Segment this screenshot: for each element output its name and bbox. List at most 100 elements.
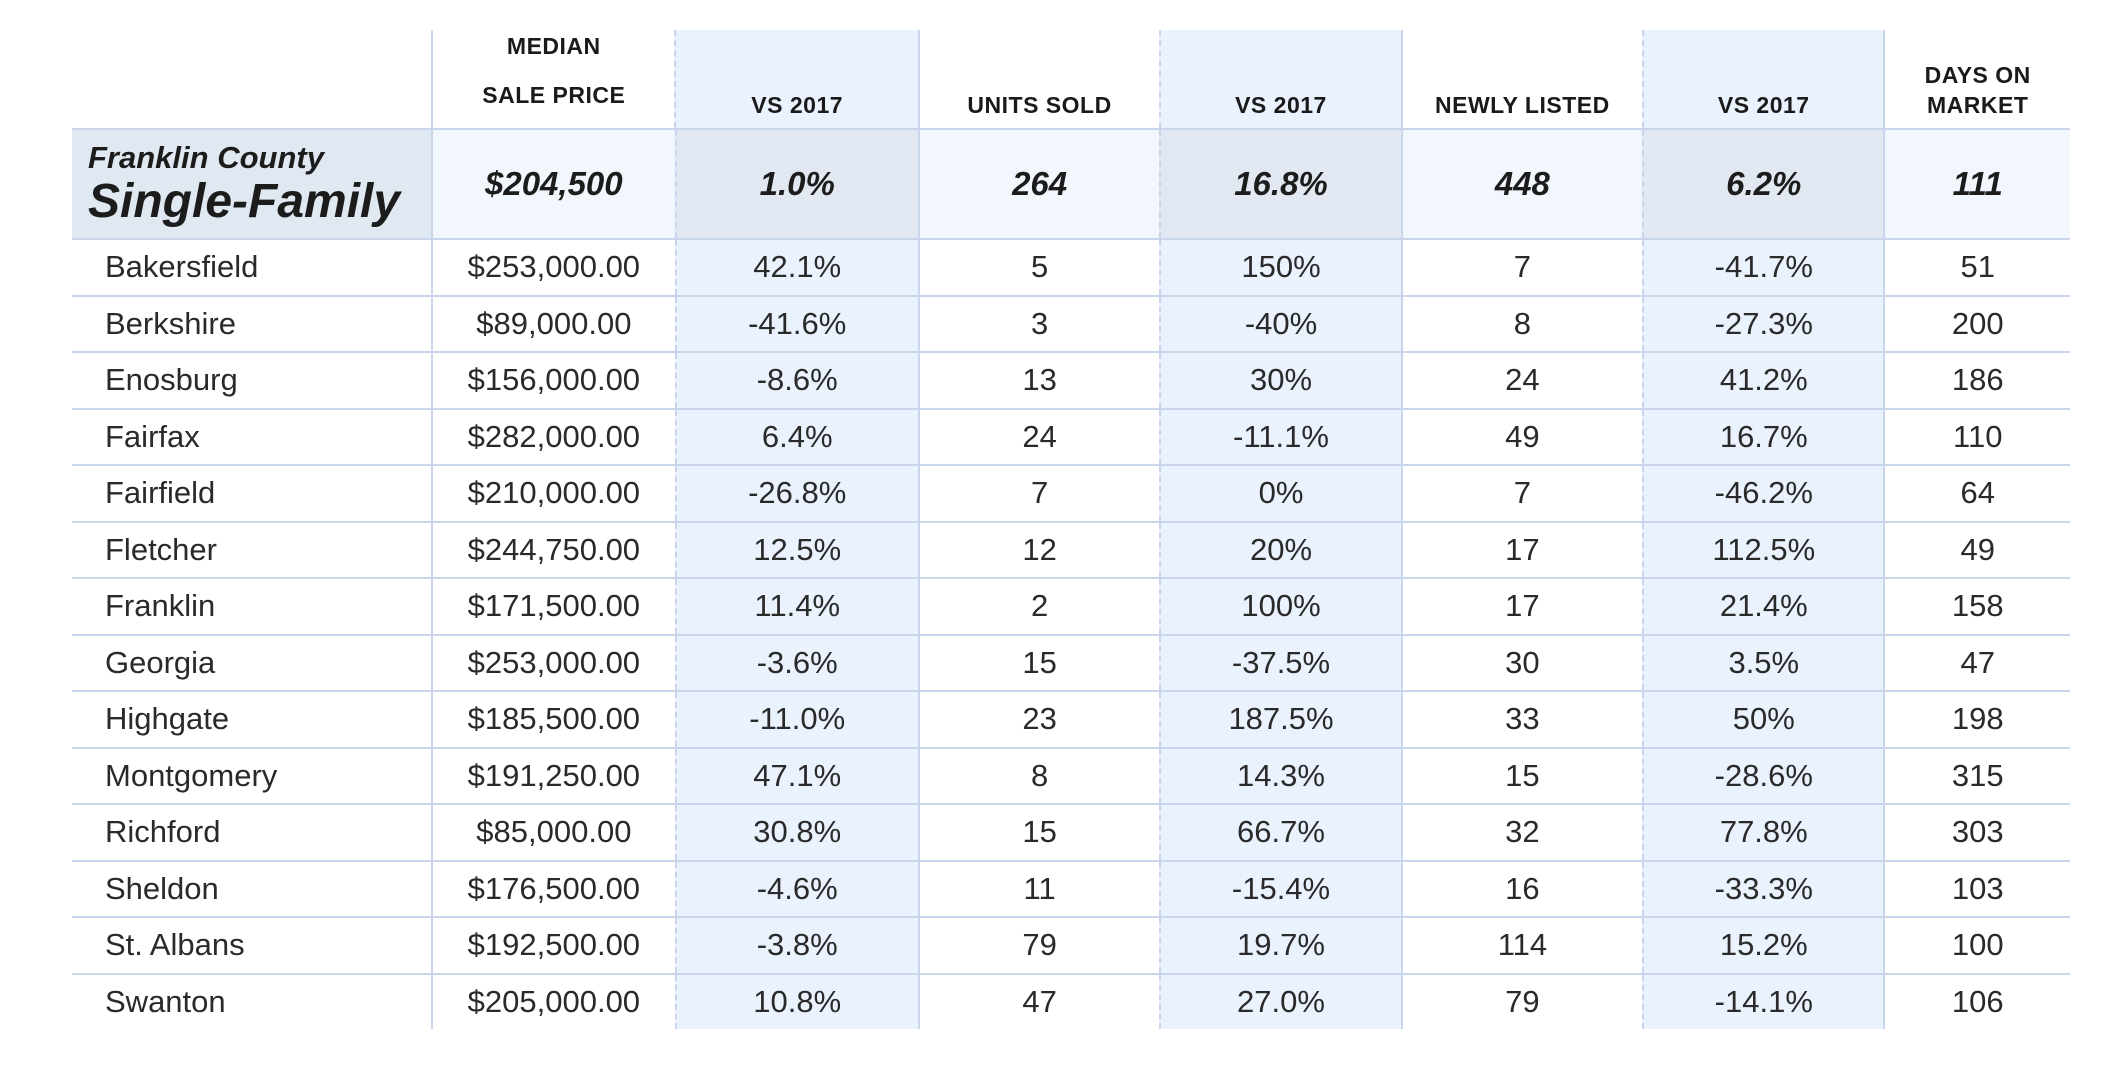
units-vs-2017: 19.7%: [1159, 918, 1401, 973]
listed-vs-2017: 50%: [1642, 692, 1884, 747]
summary-price-vs-2017: 1.0%: [674, 130, 918, 238]
header-units-vs-2017: VS 2017: [1159, 30, 1401, 128]
listed-vs-2017: 3.5%: [1642, 635, 1884, 690]
listed-vs-2017: -46.2%: [1642, 466, 1884, 521]
listed-vs-2017: 112.5%: [1642, 522, 1884, 577]
days-on-market: 198: [1883, 692, 2070, 747]
median-sale-price: $185,500.00: [431, 692, 674, 747]
newly-listed: 79: [1400, 974, 1642, 1029]
units-sold: 24: [917, 409, 1159, 464]
median-sale-price: $89,000.00: [431, 296, 674, 351]
units-vs-2017: -40%: [1159, 296, 1401, 351]
header-units-sold: UNITS SOLD: [917, 30, 1159, 128]
price-vs-2017: 42.1%: [674, 240, 918, 295]
days-on-market: 100: [1883, 918, 2070, 973]
header-market-label: MARKET: [1927, 92, 2029, 118]
units-vs-2017: -15.4%: [1159, 861, 1401, 916]
newly-listed: 32: [1400, 805, 1642, 860]
table-row: Swanton $205,000.00 10.8% 47 27.0% 79 -1…: [72, 974, 2070, 1029]
listed-vs-2017: 41.2%: [1642, 353, 1884, 408]
market-stats-table: MEDIAN SALE PRICE VS 2017 UNITS SOLD VS …: [72, 30, 2070, 1029]
median-sale-price: $205,000.00: [431, 974, 674, 1029]
table-row: Fletcher $244,750.00 12.5% 12 20% 17 112…: [72, 522, 2070, 579]
summary-days-on-market: 111: [1883, 130, 2070, 238]
price-vs-2017: -8.6%: [674, 353, 918, 408]
listed-vs-2017: -28.6%: [1642, 748, 1884, 803]
town-name: Fairfield: [105, 475, 216, 511]
town-name: Fletcher: [105, 531, 217, 567]
town-name: Bakersfield: [105, 249, 259, 285]
units-sold: 12: [917, 522, 1159, 577]
median-sale-price: $176,500.00: [431, 861, 674, 916]
price-vs-2017: 30.8%: [674, 805, 918, 860]
units-sold: 8: [917, 748, 1159, 803]
price-vs-2017: -3.6%: [674, 635, 918, 690]
listed-vs-2017: 16.7%: [1642, 409, 1884, 464]
newly-listed: 7: [1400, 466, 1642, 521]
header-median-sale-price: MEDIAN SALE PRICE: [431, 30, 674, 128]
listed-vs-2017: -33.3%: [1642, 861, 1884, 916]
units-vs-2017: 66.7%: [1159, 805, 1401, 860]
units-vs-2017: 100%: [1159, 579, 1401, 634]
units-vs-2017: 187.5%: [1159, 692, 1401, 747]
units-sold: 15: [917, 635, 1159, 690]
table-row: Georgia $253,000.00 -3.6% 15 -37.5% 30 3…: [72, 635, 2070, 692]
header-listed-vs-2017: VS 2017: [1642, 30, 1884, 128]
town-name: Fairfax: [105, 418, 200, 454]
median-sale-price: $244,750.00: [431, 522, 674, 577]
newly-listed: 17: [1400, 522, 1642, 577]
town-name: Montgomery: [105, 757, 278, 793]
table-row: Enosburg $156,000.00 -8.6% 13 30% 24 41.…: [72, 353, 2070, 410]
median-sale-price: $253,000.00: [431, 240, 674, 295]
units-vs-2017: 150%: [1159, 240, 1401, 295]
units-vs-2017: 20%: [1159, 522, 1401, 577]
header-days-on-market: DAYS ON MARKET: [1883, 30, 2070, 128]
price-vs-2017: -11.0%: [674, 692, 918, 747]
town-name: Berkshire: [105, 305, 236, 341]
units-sold: 3: [917, 296, 1159, 351]
median-sale-price: $210,000.00: [431, 466, 674, 521]
town-name: Enosburg: [105, 362, 238, 398]
town-name: Franklin: [105, 588, 216, 624]
days-on-market: 51: [1883, 240, 2070, 295]
summary-median-sale-price: $204,500: [431, 130, 675, 238]
header-town-blank: [72, 30, 431, 128]
price-vs-2017: -4.6%: [674, 861, 918, 916]
summary-label: Franklin County Single-Family: [72, 130, 432, 238]
table-row: Berkshire $89,000.00 -41.6% 3 -40% 8 -27…: [72, 296, 2070, 353]
units-sold: 15: [917, 805, 1159, 860]
town-name: St. Albans: [105, 927, 245, 963]
table-row: Montgomery $191,250.00 47.1% 8 14.3% 15 …: [72, 748, 2070, 805]
price-vs-2017: 12.5%: [674, 522, 918, 577]
table-header: MEDIAN SALE PRICE VS 2017 UNITS SOLD VS …: [72, 30, 2070, 128]
median-sale-price: $171,500.00: [431, 579, 674, 634]
days-on-market: 303: [1883, 805, 2070, 860]
days-on-market: 110: [1883, 409, 2070, 464]
units-vs-2017: 27.0%: [1159, 974, 1401, 1029]
header-price-vs-2017: VS 2017: [674, 30, 918, 128]
table-row: Sheldon $176,500.00 -4.6% 11 -15.4% 16 -…: [72, 861, 2070, 918]
header-median-label: MEDIAN: [506, 33, 601, 59]
header-sale-price-label: SALE PRICE: [482, 82, 626, 108]
county-name: Franklin County: [88, 140, 324, 175]
units-sold: 11: [917, 861, 1159, 916]
days-on-market: 47: [1883, 635, 2070, 690]
units-vs-2017: -11.1%: [1159, 409, 1401, 464]
days-on-market: 49: [1883, 522, 2070, 577]
newly-listed: 15: [1400, 748, 1642, 803]
header-days-on-label: DAYS ON: [1924, 62, 2031, 88]
units-sold: 23: [917, 692, 1159, 747]
table-row: Highgate $185,500.00 -11.0% 23 187.5% 33…: [72, 692, 2070, 749]
summary-row: Franklin County Single-Family $204,500 1…: [72, 128, 2070, 240]
town-name: Sheldon: [105, 870, 219, 906]
table-row: Franklin $171,500.00 11.4% 2 100% 17 21.…: [72, 579, 2070, 636]
units-sold: 5: [917, 240, 1159, 295]
table-row: Bakersfield $253,000.00 42.1% 5 150% 7 -…: [72, 240, 2070, 297]
listed-vs-2017: 77.8%: [1642, 805, 1884, 860]
units-vs-2017: 0%: [1159, 466, 1401, 521]
median-sale-price: $282,000.00: [431, 409, 674, 464]
town-name: Richford: [105, 814, 221, 850]
newly-listed: 49: [1400, 409, 1642, 464]
town-name: Highgate: [105, 701, 230, 737]
listed-vs-2017: 21.4%: [1642, 579, 1884, 634]
